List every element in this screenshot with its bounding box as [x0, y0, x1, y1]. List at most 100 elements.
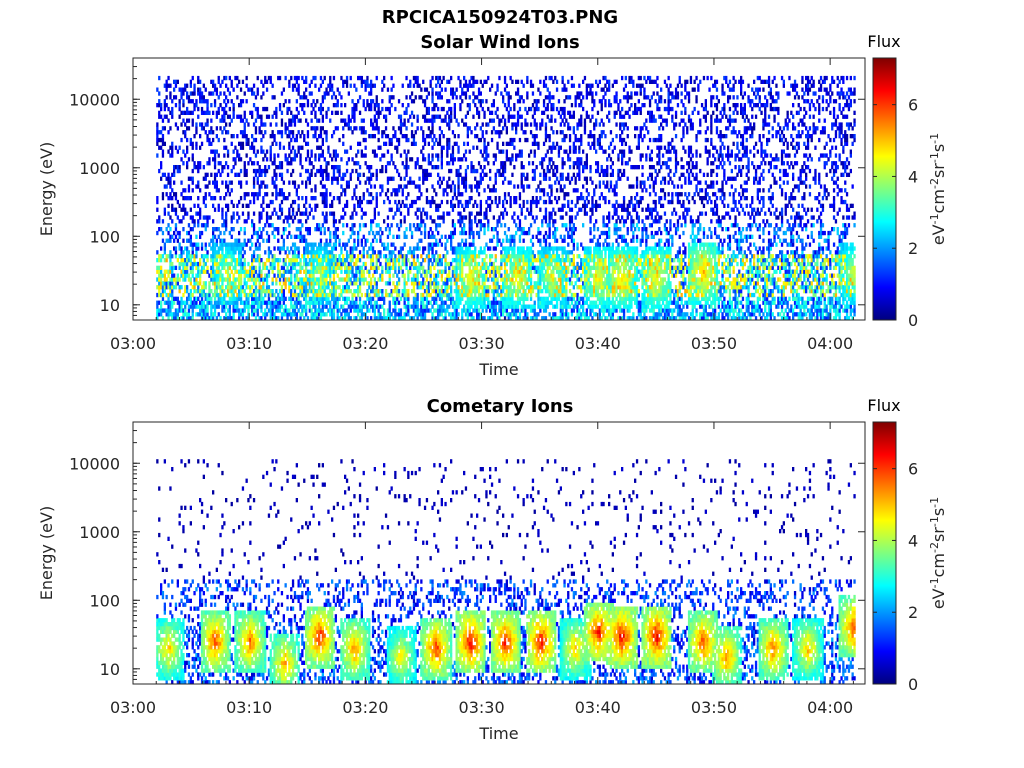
heatmap-cell	[212, 203, 215, 208]
heatmap-cell	[176, 316, 179, 320]
heatmap-cell	[494, 199, 497, 205]
heatmap-cell	[202, 316, 205, 320]
heatmap-cell	[288, 312, 291, 317]
heatmap-cell	[470, 285, 473, 290]
heatmap-cell	[498, 199, 501, 205]
heatmap-cell	[474, 285, 477, 290]
heatmap-cell	[429, 134, 432, 139]
heatmap-cell	[435, 238, 438, 243]
heatmap-cell	[450, 277, 453, 282]
heatmap-cell	[470, 184, 473, 189]
heatmap-cell	[217, 273, 220, 278]
heatmap-cell	[355, 168, 358, 174]
heatmap-cell	[412, 296, 416, 301]
heatmap-cell	[332, 91, 336, 96]
heatmap-cell	[236, 296, 239, 301]
heatmap-cell	[477, 192, 481, 197]
heatmap-cell	[384, 165, 388, 170]
heatmap-cell	[503, 304, 507, 309]
heatmap-cell	[370, 261, 373, 267]
heatmap-cell	[502, 277, 505, 282]
heatmap-cell	[489, 316, 492, 320]
heatmap-cell	[485, 285, 488, 290]
heatmap-cell	[477, 277, 481, 282]
heatmap-cell	[390, 137, 393, 143]
heatmap-cell	[199, 188, 202, 193]
heatmap-cell	[297, 196, 300, 201]
heatmap-cell	[323, 265, 326, 270]
heatmap-cell	[212, 277, 215, 282]
heatmap-cell	[420, 219, 423, 224]
heatmap-cell	[379, 254, 382, 259]
heatmap-cell	[297, 300, 300, 305]
heatmap-cell	[280, 234, 284, 239]
heatmap-cell	[505, 308, 508, 313]
heatmap-cell	[245, 316, 248, 320]
heatmap-cell	[438, 75, 442, 81]
heatmap-cell	[249, 145, 252, 150]
heatmap-cell	[388, 161, 391, 166]
heatmap-cell	[171, 149, 174, 154]
heatmap-cell	[234, 75, 237, 81]
heatmap-cell	[277, 75, 280, 81]
heatmap-cell	[487, 184, 490, 189]
heatmap-cell	[321, 277, 324, 282]
heatmap-cell	[410, 91, 414, 96]
heatmap-cell	[483, 141, 486, 146]
heatmap-cell	[236, 246, 239, 251]
heatmap-cell	[485, 261, 488, 267]
heatmap-cell	[191, 153, 194, 158]
heatmap-cell	[468, 292, 471, 298]
heatmap-cell	[254, 308, 258, 313]
heatmap-cell	[451, 145, 455, 150]
heatmap-cell	[351, 246, 354, 251]
heatmap-cell	[463, 285, 466, 290]
heatmap-cell	[219, 238, 222, 243]
heatmap-cell	[262, 277, 265, 282]
heatmap-cell	[200, 122, 204, 127]
heatmap-cell	[228, 254, 231, 259]
heatmap-cell	[364, 130, 367, 135]
heatmap-cell	[174, 277, 178, 282]
heatmap-cell	[325, 165, 328, 170]
heatmap-cell	[305, 265, 308, 270]
heatmap-cell	[464, 79, 468, 84]
heatmap-cell	[470, 196, 473, 201]
heatmap-cell	[450, 118, 453, 123]
heatmap-cell	[472, 234, 475, 239]
heatmap-cell	[226, 99, 230, 104]
heatmap-cell	[219, 172, 222, 177]
heatmap-cell	[396, 207, 399, 212]
heatmap-cell	[342, 223, 345, 228]
heatmap-cell	[423, 246, 427, 251]
heatmap-cell	[225, 285, 228, 290]
heatmap-cell	[483, 277, 486, 282]
heatmap-cell	[492, 289, 495, 294]
heatmap-cell	[199, 207, 202, 212]
heatmap-cell	[178, 114, 181, 119]
heatmap-cell	[278, 161, 282, 166]
heatmap-cell	[327, 300, 330, 305]
heatmap-cell	[498, 269, 501, 274]
heatmap-cell	[377, 230, 380, 236]
heatmap-cell	[160, 300, 163, 305]
heatmap-cell	[171, 289, 174, 294]
heatmap-cell	[399, 223, 403, 228]
heatmap-cell	[329, 273, 332, 278]
heatmap-cell	[254, 118, 258, 123]
heatmap-cell	[332, 269, 336, 274]
heatmap-cell	[319, 75, 323, 81]
heatmap-cell	[295, 87, 298, 92]
heatmap-cell	[301, 106, 304, 112]
heatmap-cell	[357, 238, 360, 243]
heatmap-cell	[187, 308, 191, 313]
heatmap-cell	[332, 75, 336, 81]
heatmap-cell	[479, 99, 482, 104]
heatmap-cell	[187, 230, 191, 236]
heatmap-cell	[342, 118, 345, 123]
heatmap-cell	[425, 95, 429, 100]
heatmap-cell	[442, 211, 445, 216]
heatmap-cell	[171, 196, 174, 201]
heatmap-cell	[182, 227, 185, 232]
heatmap-cell	[314, 134, 317, 139]
